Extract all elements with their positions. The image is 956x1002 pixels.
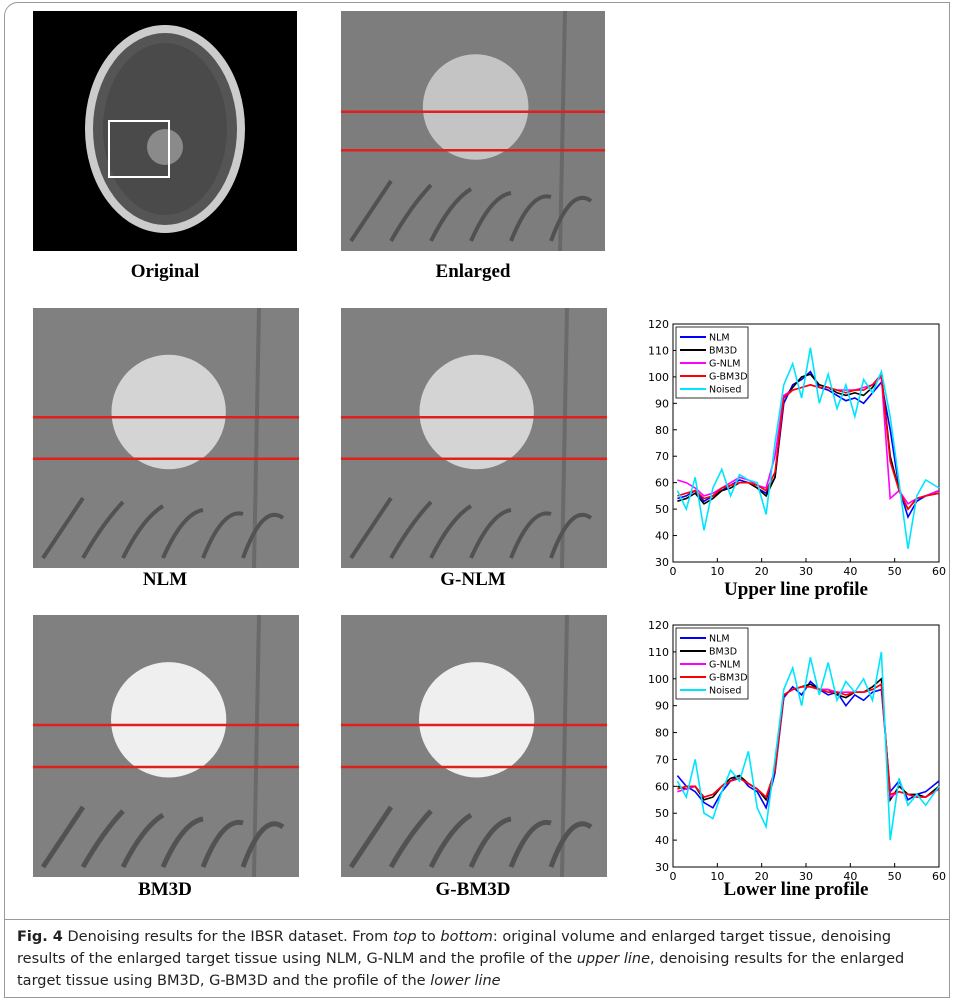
x-tick-label: 50 — [888, 565, 902, 578]
panel-label: Original — [131, 261, 200, 282]
figure-graphics: Original Enlarged NLM G-NLM BM3D G-BM3D 30 40 50… — [5, 3, 949, 917]
legend-label: G-BM3D — [709, 673, 748, 684]
x-tick-label: 0 — [670, 870, 677, 883]
caption-text: bottom — [440, 929, 492, 945]
caption-text: top — [393, 929, 417, 945]
y-tick-label: 50 — [655, 807, 669, 820]
figure: Original Enlarged NLM G-NLM BM3D G-BM3D 30 40 50… — [4, 2, 950, 998]
y-tick-label: 100 — [648, 371, 669, 384]
tumor — [423, 54, 529, 160]
legend-label: BM3D — [709, 647, 737, 658]
y-tick-label: 120 — [648, 619, 669, 632]
y-tick-label: 110 — [648, 646, 669, 659]
caption: Fig. 4 Denoising results for the IBSR da… — [5, 919, 949, 997]
tumor — [419, 662, 534, 777]
y-tick-label: 100 — [648, 673, 669, 686]
legend-label: Noised — [709, 385, 741, 396]
y-tick-label: 70 — [655, 450, 669, 463]
y-tick-label: 80 — [655, 424, 669, 437]
x-tick-label: 60 — [932, 565, 946, 578]
y-tick-label: 60 — [655, 780, 669, 793]
tumor — [111, 662, 226, 777]
legend-label: G-BM3D — [709, 372, 748, 383]
y-tick-label: 40 — [655, 834, 669, 847]
y-tick-label: 40 — [655, 530, 669, 543]
y-tick-label: 110 — [648, 344, 669, 357]
panel-label: G-NLM — [440, 569, 506, 590]
panel-label: G-BM3D — [436, 879, 511, 900]
caption-text: upper line — [577, 951, 650, 967]
y-tick-label: 120 — [648, 318, 669, 331]
legend-label: BM3D — [709, 346, 737, 357]
x-tick-label: 0 — [670, 565, 677, 578]
y-tick-label: 60 — [655, 477, 669, 490]
caption-text: lower line — [430, 973, 500, 989]
y-tick-label: 50 — [655, 503, 669, 516]
y-tick-label: 30 — [655, 556, 669, 569]
x-tick-label: 30 — [799, 565, 813, 578]
y-tick-label: 90 — [655, 397, 669, 410]
x-tick-label: 10 — [710, 565, 724, 578]
chart-title: Lower line profile — [724, 879, 869, 900]
y-tick-label: 70 — [655, 753, 669, 766]
panel-label: NLM — [143, 569, 187, 590]
panel-label: Enlarged — [436, 261, 511, 282]
tumor — [419, 355, 533, 469]
panel-label: BM3D — [138, 879, 192, 900]
caption-label: Fig. 4 — [17, 929, 63, 945]
x-tick-label: 50 — [888, 870, 902, 883]
caption-text: Denoising results for the IBSR dataset. … — [63, 929, 393, 945]
y-tick-label: 30 — [655, 861, 669, 874]
x-tick-label: 60 — [932, 870, 946, 883]
caption-text: to — [417, 929, 441, 945]
x-tick-label: 20 — [755, 565, 769, 578]
legend-label: NLM — [709, 333, 730, 344]
legend-label: NLM — [709, 634, 730, 645]
chart-title: Upper line profile — [724, 579, 868, 600]
x-tick-label: 10 — [710, 870, 724, 883]
tumor — [147, 129, 183, 165]
legend-label: Noised — [709, 686, 741, 697]
tumor — [111, 355, 225, 469]
x-tick-label: 40 — [843, 565, 857, 578]
y-tick-label: 80 — [655, 727, 669, 740]
legend-label: G-NLM — [709, 660, 740, 671]
y-tick-label: 90 — [655, 700, 669, 713]
legend-label: G-NLM — [709, 359, 740, 370]
